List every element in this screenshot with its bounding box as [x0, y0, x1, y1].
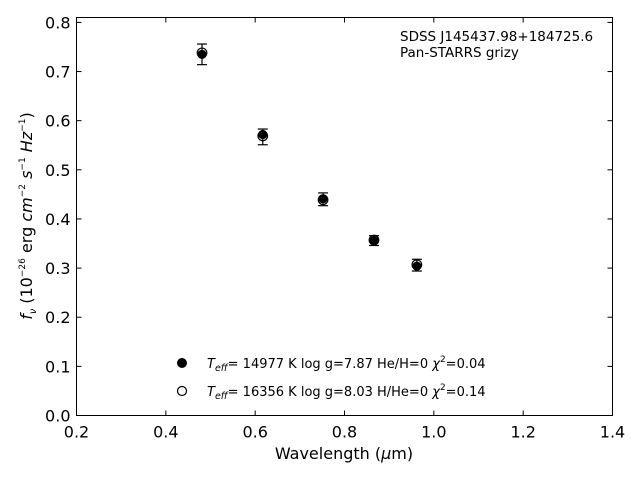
x-tick-label: 0.4	[153, 423, 178, 442]
annotation-line-2: Pan-STARRS grizy	[400, 45, 519, 61]
x-tick-label: 0.6	[242, 423, 267, 442]
annotation-line-1: SDSS J145437.98+184725.6	[400, 29, 593, 45]
open-point	[411, 259, 423, 271]
x-tick-label: 0.8	[332, 423, 357, 442]
x-axis-ticks: 0.2 0.4 0.6 0.8 1.0 1.2 1.4	[64, 17, 625, 442]
y-tick-label: 0.1	[45, 357, 70, 376]
open-point	[257, 130, 269, 142]
y-tick-label: 0.4	[45, 210, 70, 229]
open-point	[368, 234, 380, 246]
y-tick-label: 0.7	[45, 63, 70, 82]
y-tick-label: 0.6	[45, 112, 70, 131]
legend-label-2: Teff= 16356 K log g=8.03 H/He=0 χ2=0.14	[207, 383, 486, 402]
y-tick-label: 0.0	[45, 407, 70, 426]
y-tick-label: 0.3	[45, 259, 70, 278]
x-tick-label: 1.0	[421, 423, 446, 442]
legend-label-1: Teff= 14977 K log g=7.87 He/H=0 χ2=0.04	[207, 355, 486, 374]
open-point	[196, 47, 208, 59]
y-tick-label: 0.2	[45, 308, 70, 327]
y-axis-title: fν (10−26 erg cm−2 s−1 Hz−1)	[17, 112, 39, 320]
legend-marker-open	[176, 385, 188, 397]
x-tick-label: 1.4	[600, 423, 625, 442]
legend-marker-filled	[177, 358, 187, 368]
y-axis-ticks: 0.0 0.1 0.2 0.3 0.4 0.5 0.6 0.7 0.8	[45, 13, 613, 426]
error-bars	[197, 43, 422, 272]
y-tick-label: 0.8	[45, 13, 70, 32]
y-tick-label: 0.5	[45, 161, 70, 180]
legend: Teff= 14977 K log g=7.87 He/H=0 χ2=0.04 …	[176, 355, 486, 402]
x-axis-title: Wavelength (μm)	[275, 444, 413, 463]
x-tick-label: 0.2	[64, 423, 89, 442]
x-tick-label: 1.2	[510, 423, 535, 442]
plot-area-frame	[76, 17, 613, 416]
open-point	[317, 194, 329, 206]
data-points	[196, 47, 423, 271]
